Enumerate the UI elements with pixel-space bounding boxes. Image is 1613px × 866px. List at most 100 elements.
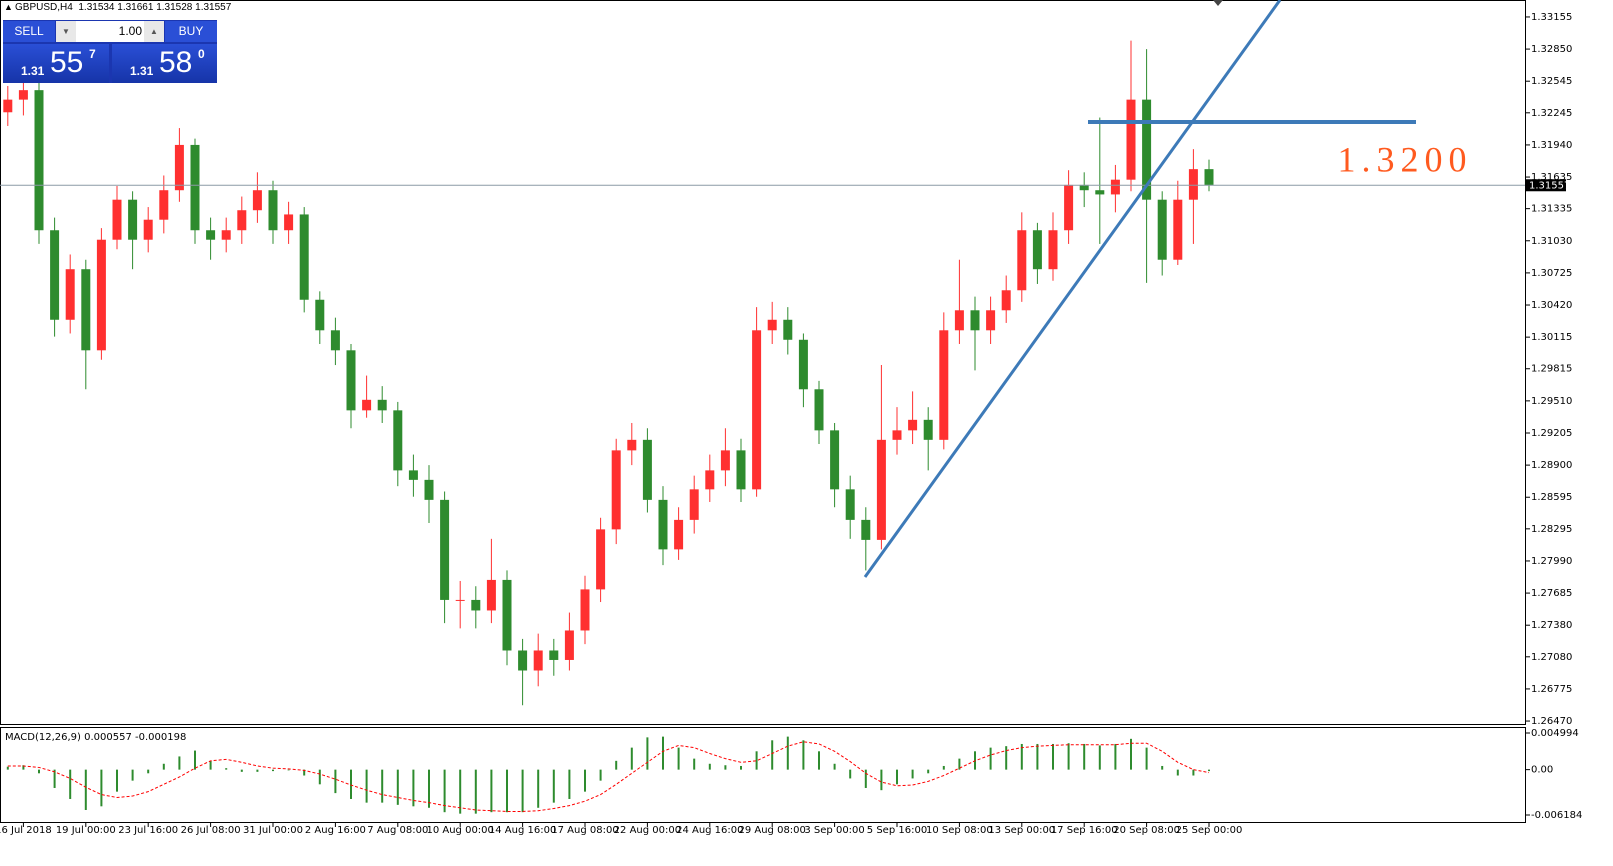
candle-body	[3, 99, 13, 113]
candle-body	[486, 579, 496, 611]
macd-bar	[272, 769, 274, 772]
lot-value[interactable]: 1.00	[118, 24, 142, 38]
macd-bar	[381, 769, 384, 803]
candle-body	[471, 599, 481, 611]
candle-body	[1188, 169, 1198, 200]
candle-body	[159, 190, 169, 220]
collapse-arrow[interactable]: ▲	[4, 2, 13, 12]
macd-bar	[724, 765, 727, 770]
macd-bar	[802, 740, 805, 770]
sell-prefix: 1.31	[21, 64, 45, 78]
candle-body	[1032, 230, 1042, 270]
x-tick-label: 17 Sep 16:00	[1051, 825, 1118, 836]
sell-price[interactable]: 1.31 55 7	[3, 44, 109, 83]
macd-bar	[1161, 765, 1164, 770]
macd-bar	[459, 769, 462, 814]
macd-bar	[989, 747, 992, 770]
candle-body	[596, 529, 606, 590]
candle-body	[1048, 230, 1058, 270]
macd-bar	[1176, 769, 1179, 776]
macd-bar	[350, 769, 352, 799]
buy-prefix: 1.31	[130, 64, 154, 78]
macd-bar	[53, 769, 56, 788]
macd-bar	[615, 760, 618, 770]
macd-bar	[1005, 746, 1008, 770]
macd-bar	[958, 758, 961, 770]
macd-bar	[1052, 743, 1054, 770]
lot-up[interactable]: ▲	[144, 21, 164, 42]
macd-panel	[0, 727, 1526, 823]
buy-button[interactable]: BUY	[165, 21, 217, 42]
macd-bar	[1020, 743, 1023, 770]
macd-bar	[537, 769, 540, 808]
candle-body	[143, 219, 153, 240]
y-tick-label: 1.32245	[1531, 108, 1572, 119]
lot-down[interactable]: ▼	[56, 21, 76, 42]
candle-body	[190, 144, 200, 231]
macd-bar	[771, 740, 774, 770]
macd-bar	[38, 769, 40, 774]
buy-price[interactable]: 1.31 58 0	[112, 44, 217, 83]
x-tick-label: 10 Aug 00:00	[426, 825, 493, 836]
candle-body	[1017, 230, 1027, 291]
candle-body	[518, 650, 528, 671]
candle-body	[720, 450, 730, 471]
y-tick-label: 1.30725	[1531, 268, 1572, 279]
buy-big: 58	[159, 46, 193, 79]
macd-bar	[677, 747, 680, 770]
y-tick-label: 1.28900	[1531, 460, 1572, 471]
macd-bar	[287, 769, 290, 771]
candle-body	[502, 579, 512, 651]
candle-body	[814, 389, 824, 431]
candle-body	[549, 650, 559, 660]
candle-body	[705, 470, 715, 490]
macd-bar	[599, 769, 602, 781]
macd-bar	[209, 760, 212, 770]
macd-bar	[942, 765, 945, 770]
signal-line	[7, 741, 1210, 812]
candle-body	[954, 310, 964, 331]
macd-bar	[147, 769, 150, 774]
macd-bar	[412, 769, 415, 807]
candle-body	[767, 319, 777, 331]
x-tick-label: 22 Aug 00:00	[614, 825, 681, 836]
y-tick-label: 1.27080	[1531, 652, 1572, 663]
candle-body	[564, 630, 574, 660]
macd-bar	[864, 769, 867, 788]
macd-bar	[833, 763, 836, 770]
candle-body	[252, 190, 262, 211]
x-tick-label: 10 Sep 08:00	[926, 825, 993, 836]
y-tick-label: 1.30420	[1531, 300, 1572, 311]
candle-body	[783, 319, 793, 340]
macd-bar	[474, 769, 477, 814]
x-tick-label: 17 Aug 08:00	[551, 825, 618, 836]
macd-bar	[646, 737, 649, 770]
lot-box[interactable]: ▼ 1.00 ▲	[56, 21, 164, 42]
candle-body	[377, 399, 387, 411]
x-tick-label: 20 Sep 08:00	[1113, 825, 1180, 836]
y-tick-label: 0.00	[1531, 765, 1553, 776]
candle-body	[128, 199, 138, 240]
y-tick-label: 1.31335	[1531, 204, 1572, 215]
y-tick-label: 1.28295	[1531, 524, 1572, 535]
candle-body	[408, 470, 418, 480]
macd-bar	[428, 769, 430, 808]
macd-bar	[1083, 743, 1086, 770]
symbol-line: GBPUSD,H4 1.31534 1.31661 1.31528 1.3155…	[15, 2, 232, 13]
candle-body	[861, 519, 871, 540]
candle-body	[315, 299, 325, 331]
macd-bar	[1192, 769, 1195, 776]
y-tick-label: 1.26470	[1531, 716, 1572, 727]
macd-bar	[396, 769, 399, 805]
x-tick-label: 13 Sep 00:00	[988, 825, 1055, 836]
price-annotation: 1.3200	[1338, 139, 1473, 179]
candle-body	[96, 239, 106, 351]
candle-body	[580, 589, 590, 631]
x-tick-label: 14 Aug 16:00	[489, 825, 556, 836]
macd-bar	[927, 769, 930, 774]
sell-button[interactable]: SELL	[3, 21, 55, 42]
y-tick-label: 1.33155	[1531, 12, 1572, 23]
candle-body	[1173, 199, 1183, 260]
macd-bar	[1098, 745, 1101, 770]
